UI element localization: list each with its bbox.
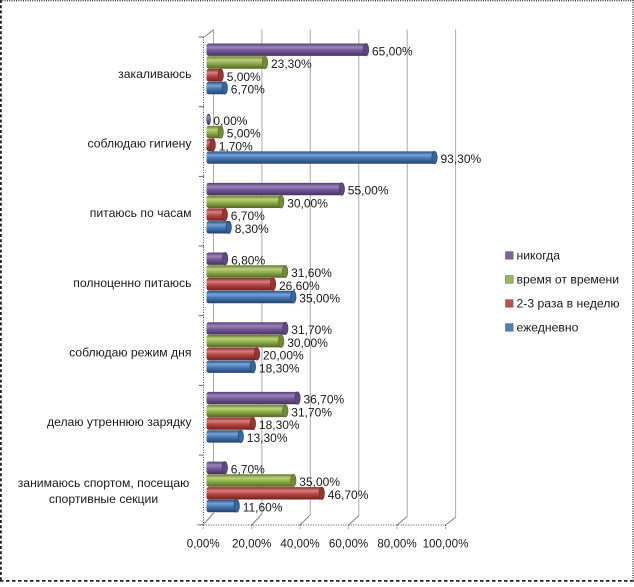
svg-text:20,00%: 20,00% bbox=[232, 538, 271, 551]
svg-text:2-3 раза в неделю: 2-3 раза в неделю bbox=[517, 296, 620, 310]
svg-text:18,30%: 18,30% bbox=[259, 418, 300, 432]
svg-text:ежедневно: ежедневно bbox=[517, 320, 579, 334]
svg-text:93,30%: 93,30% bbox=[441, 152, 482, 166]
svg-text:6,80%: 6,80% bbox=[231, 253, 265, 267]
svg-text:30,00%: 30,00% bbox=[287, 336, 328, 350]
svg-text:36,70%: 36,70% bbox=[304, 393, 345, 407]
svg-text:делаю утреннюю зарядку: делаю утреннюю зарядку bbox=[47, 415, 192, 429]
svg-text:6,70%: 6,70% bbox=[231, 209, 265, 223]
svg-text:8,30%: 8,30% bbox=[235, 222, 269, 236]
svg-text:30,00%: 30,00% bbox=[287, 196, 328, 210]
svg-text:60,00%: 60,00% bbox=[329, 538, 368, 551]
svg-text:55,00%: 55,00% bbox=[348, 184, 389, 198]
svg-text:полноценно питаюсь: полноценно питаюсь bbox=[73, 276, 191, 290]
svg-text:40,00%: 40,00% bbox=[280, 538, 319, 551]
svg-text:1,70%: 1,70% bbox=[219, 140, 253, 154]
svg-text:23,30%: 23,30% bbox=[271, 57, 312, 71]
svg-text:никогда: никогда bbox=[517, 248, 561, 262]
svg-text:13,30%: 13,30% bbox=[247, 431, 288, 445]
svg-text:35,00%: 35,00% bbox=[299, 292, 340, 306]
svg-text:5,00%: 5,00% bbox=[227, 127, 261, 141]
svg-text:80,00%: 80,00% bbox=[377, 538, 416, 551]
svg-text:31,70%: 31,70% bbox=[291, 323, 332, 337]
svg-text:26,60%: 26,60% bbox=[279, 279, 320, 293]
svg-text:5,00%: 5,00% bbox=[227, 70, 261, 84]
svg-text:занимаюсь спортом, посещаю: занимаюсь спортом, посещаю bbox=[18, 476, 190, 490]
svg-text:31,60%: 31,60% bbox=[291, 266, 332, 280]
svg-text:соблюдаю режим дня: соблюдаю режим дня bbox=[69, 346, 191, 360]
svg-text:20,00%: 20,00% bbox=[263, 349, 304, 363]
svg-text:11,60%: 11,60% bbox=[243, 501, 283, 515]
svg-text:35,00%: 35,00% bbox=[299, 475, 340, 489]
svg-text:6,70%: 6,70% bbox=[231, 462, 265, 476]
svg-text:18,30%: 18,30% bbox=[259, 361, 300, 375]
svg-text:31,70%: 31,70% bbox=[291, 406, 332, 420]
svg-text:6,70%: 6,70% bbox=[231, 83, 265, 97]
svg-text:закаливаюсь: закаливаюсь bbox=[118, 67, 191, 81]
svg-text:спортивные секции: спортивные секции bbox=[49, 492, 158, 506]
svg-text:0,00%: 0,00% bbox=[213, 114, 247, 128]
svg-text:питаюсь по часам: питаюсь по часам bbox=[90, 206, 192, 220]
svg-text:65,00%: 65,00% bbox=[372, 44, 413, 58]
svg-text:соблюдаю гигиену: соблюдаю гигиену bbox=[88, 137, 193, 151]
svg-text:0,00%: 0,00% bbox=[187, 538, 220, 551]
svg-text:46,70%: 46,70% bbox=[328, 488, 369, 502]
svg-text:время от времени: время от времени bbox=[517, 272, 620, 286]
svg-text:100,00%: 100,00% bbox=[423, 538, 469, 551]
